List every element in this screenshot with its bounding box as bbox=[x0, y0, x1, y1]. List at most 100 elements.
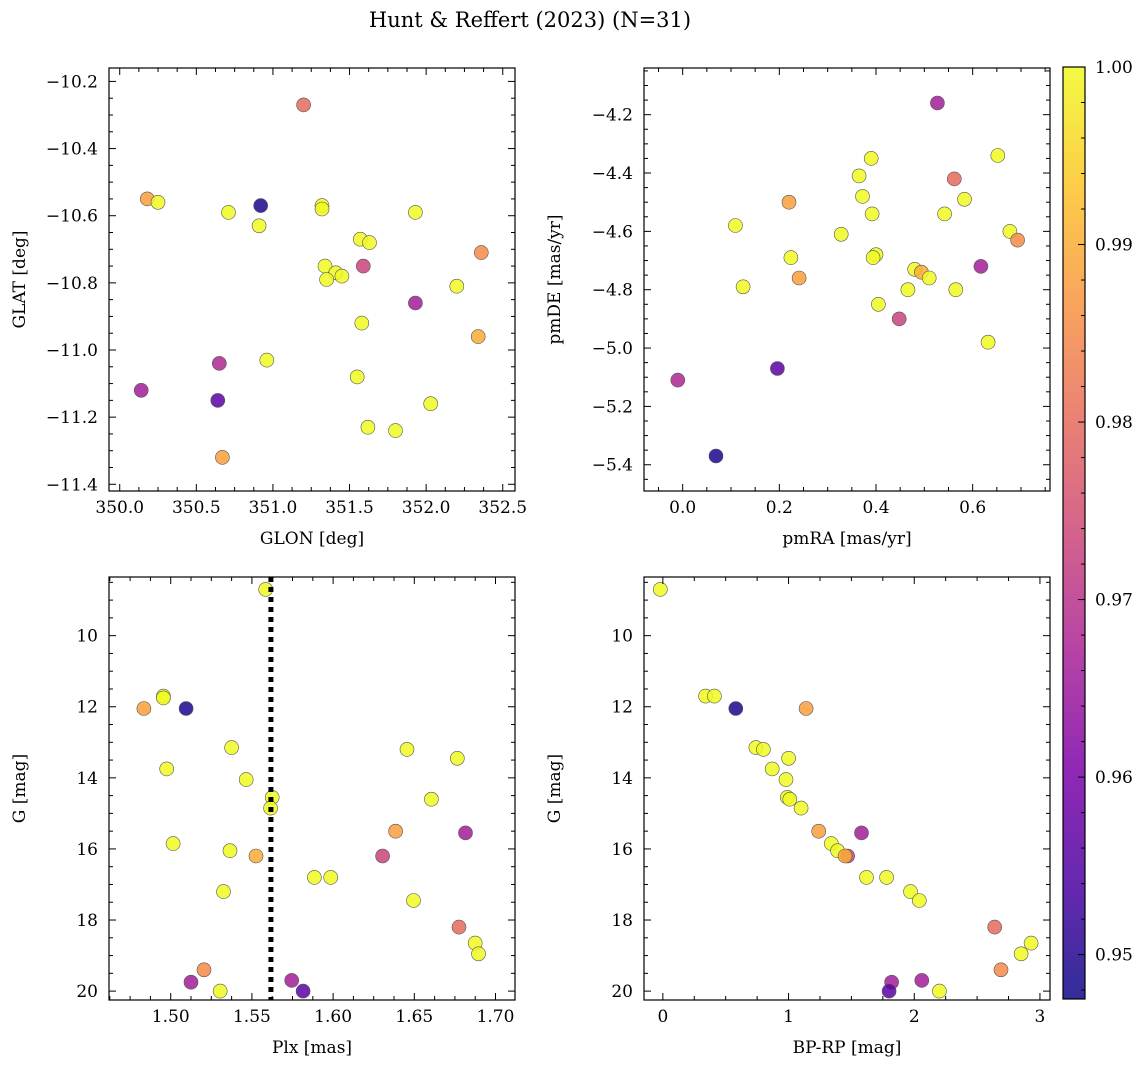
data-point bbox=[150, 195, 166, 210]
data-point bbox=[770, 361, 785, 376]
data-point bbox=[735, 279, 751, 295]
y-tick-label: −11.2 bbox=[46, 408, 98, 428]
y-tick-label: −11.4 bbox=[46, 475, 98, 495]
y-tick-label: −4.8 bbox=[592, 281, 633, 301]
colorbar-ticks: 0.95 0.96 0.97 0.98 0.99 1.00 bbox=[1078, 58, 1133, 991]
data-point bbox=[851, 168, 867, 184]
data-point bbox=[1013, 946, 1029, 962]
data-point bbox=[980, 334, 996, 350]
y-tick-label: −10.6 bbox=[46, 207, 98, 227]
y-axis-label: GLAT [deg] bbox=[10, 230, 30, 328]
data-point bbox=[756, 742, 771, 757]
data-point bbox=[375, 848, 390, 864]
colorbar-tick-label: 0.99 bbox=[1095, 236, 1133, 256]
x-tick-label: 1.60 bbox=[314, 1007, 352, 1027]
data-point bbox=[295, 983, 311, 999]
data-point bbox=[811, 823, 827, 839]
y-axis-label: G [mag] bbox=[10, 754, 30, 823]
axes-frame bbox=[108, 67, 516, 492]
x-tick-label: 352.5 bbox=[478, 498, 527, 518]
axes-frame bbox=[643, 67, 1051, 492]
y-tick-label: 20 bbox=[76, 982, 98, 1002]
axes-frame bbox=[108, 576, 516, 1001]
data-point bbox=[216, 884, 231, 899]
data-point bbox=[881, 983, 897, 999]
data-point bbox=[782, 791, 798, 807]
axes-frame bbox=[643, 576, 1051, 1001]
panel-plx-g: 1.50 1.55 1.60 1.65 1.70 10 12 14 16 18 20 Plx [mas… bbox=[10, 576, 516, 1058]
y-tick-label: −4.2 bbox=[592, 106, 633, 126]
panel-pmra-pmde: 0.0 0.2 0.4 0.6 −5.4 −5.2 −5.0 −4.8 −4.6 −4.4 −4.2… bbox=[545, 67, 1051, 549]
data-point bbox=[871, 296, 886, 312]
data-point bbox=[973, 259, 989, 274]
y-tick-label: −10.8 bbox=[46, 274, 98, 294]
data-point bbox=[859, 870, 874, 885]
y-tick-label: 10 bbox=[611, 627, 633, 647]
y-tick-label: 14 bbox=[611, 769, 633, 789]
data-point bbox=[937, 206, 952, 222]
data-point bbox=[471, 946, 486, 962]
data-point bbox=[253, 198, 269, 213]
data-point bbox=[781, 750, 796, 766]
data-point bbox=[354, 315, 370, 331]
data-point bbox=[473, 245, 489, 260]
x-axis-label: Plx [mas] bbox=[272, 1038, 352, 1058]
y-tick-label: 14 bbox=[76, 769, 98, 789]
x-tick-label: 1 bbox=[783, 1007, 794, 1027]
data-point bbox=[334, 268, 350, 284]
data-point bbox=[178, 701, 194, 716]
data-point bbox=[728, 218, 743, 233]
data-point bbox=[307, 870, 322, 885]
x-tick-label: 352.0 bbox=[402, 498, 451, 518]
data-point bbox=[798, 701, 814, 716]
y-tick-label: −4.6 bbox=[592, 222, 633, 242]
x-tick-label: 350.5 bbox=[172, 498, 221, 518]
data-point bbox=[708, 448, 724, 464]
data-point bbox=[360, 419, 376, 435]
data-point bbox=[903, 884, 918, 899]
y-tick-label: 10 bbox=[76, 627, 98, 647]
x-tick-label: 350.0 bbox=[95, 498, 144, 518]
x-tick-label: 0.4 bbox=[862, 498, 889, 518]
data-point bbox=[133, 382, 149, 398]
y-axis-label: pmDE [mas/yr] bbox=[545, 214, 565, 344]
y-tick-label: 20 bbox=[611, 982, 633, 1002]
x-tick-label: 0.6 bbox=[959, 498, 986, 518]
data-point bbox=[424, 791, 439, 807]
data-point bbox=[707, 688, 722, 704]
data-point bbox=[932, 983, 947, 999]
data-point bbox=[879, 870, 894, 885]
data-point bbox=[238, 772, 254, 787]
data-point bbox=[222, 843, 238, 859]
points bbox=[652, 582, 1039, 999]
data-point bbox=[296, 97, 311, 113]
data-point bbox=[399, 742, 415, 757]
x-tick-label: 1.55 bbox=[233, 1007, 271, 1027]
points bbox=[133, 97, 489, 465]
y-tick-label: −10.4 bbox=[46, 140, 98, 160]
data-point bbox=[362, 235, 377, 250]
colorbar-tick-label: 1.00 bbox=[1095, 58, 1133, 78]
y-tick-label: 12 bbox=[76, 698, 98, 718]
data-point bbox=[891, 311, 907, 327]
x-axis-label: BP-RP [mag] bbox=[793, 1038, 902, 1058]
data-point bbox=[921, 270, 937, 286]
data-point bbox=[408, 295, 423, 311]
x-tick-label: 0 bbox=[657, 1007, 668, 1027]
colorbar-frame bbox=[1062, 66, 1086, 1000]
y-tick-label: 18 bbox=[611, 911, 633, 931]
y-tick-label: 18 bbox=[76, 911, 98, 931]
data-point bbox=[136, 701, 152, 716]
x-tick-label: 1.70 bbox=[477, 1007, 515, 1027]
data-point bbox=[652, 582, 668, 597]
data-point bbox=[863, 151, 879, 166]
data-point bbox=[957, 192, 972, 207]
data-point bbox=[670, 372, 686, 388]
y-tick-label: −5.2 bbox=[592, 397, 633, 417]
x-tick-label: 2 bbox=[909, 1007, 920, 1027]
data-point bbox=[854, 825, 869, 841]
data-point bbox=[833, 227, 849, 242]
colorbar-gradient bbox=[1063, 67, 1085, 999]
x-tick-label: 1.65 bbox=[395, 1007, 433, 1027]
data-point bbox=[1010, 232, 1025, 248]
